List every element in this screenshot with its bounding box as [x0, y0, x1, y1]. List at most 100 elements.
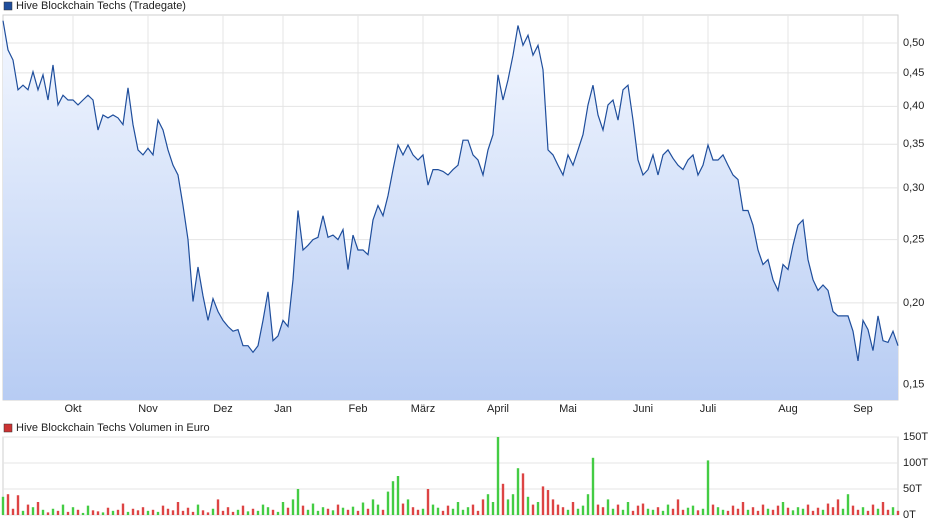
volume-bar	[91, 510, 95, 515]
volume-bar	[306, 509, 310, 515]
area-fill	[3, 20, 898, 400]
volume-bar	[521, 473, 525, 515]
volume-bar	[781, 502, 785, 515]
volume-bar	[856, 509, 860, 515]
volume-bar	[611, 508, 615, 515]
y-tick-label: 0,45	[903, 67, 924, 79]
volume-bar	[451, 508, 455, 515]
volume-bar	[21, 510, 25, 515]
volume-bar	[766, 508, 770, 515]
volume-bar	[366, 508, 370, 515]
volume-bar	[76, 509, 80, 515]
volume-bar	[271, 509, 275, 515]
volume-bar	[581, 505, 585, 515]
volume-bar	[226, 507, 230, 515]
volume-bar	[41, 509, 45, 515]
volume-bar	[176, 502, 180, 515]
volume-bar	[171, 510, 175, 515]
volume-bar	[821, 509, 825, 515]
y-tick-label: 0,40	[903, 100, 924, 112]
volume-bar	[266, 507, 270, 515]
volume-bar	[616, 504, 620, 515]
volume-bar	[371, 499, 375, 515]
volume-bar	[246, 511, 250, 515]
volume-bar	[751, 507, 755, 515]
volume-bar	[711, 504, 715, 515]
volume-bar	[386, 491, 390, 515]
volume-bar	[516, 468, 520, 515]
y-tick-label: 150T	[903, 431, 928, 443]
volume-bar	[186, 507, 190, 515]
volume-bar	[506, 499, 510, 515]
volume-bar	[571, 502, 575, 515]
volume-bar	[721, 509, 725, 515]
volume-bar	[606, 499, 610, 515]
volume-bar	[141, 507, 145, 515]
volume-bar	[26, 504, 30, 515]
volume-bar	[786, 507, 790, 515]
volume-bar	[36, 502, 40, 515]
price-panel: Okt Nov Dez Jan Feb März April Mai Juni Juli Aug Se…	[2, 0, 924, 415]
x-tick-label: Sep	[853, 403, 873, 415]
volume-bar	[661, 510, 665, 515]
volume-bar	[276, 511, 280, 515]
price-line	[2, 20, 899, 361]
volume-bar	[546, 490, 550, 515]
volume-bar	[671, 508, 675, 515]
volume-bar	[71, 507, 75, 515]
volume-panel: 0T 50T 100T 150T Hive Blockchain Techs Volum…	[1, 422, 928, 521]
x-tick-label: März	[411, 403, 435, 415]
volume-bar	[136, 510, 140, 515]
volume-bar	[761, 504, 765, 515]
volume-bar	[436, 507, 440, 515]
volume-bar	[66, 511, 70, 515]
volume-bar	[431, 504, 435, 515]
volume-bar	[86, 505, 90, 515]
volume-bar	[256, 510, 260, 515]
volume-bar	[481, 499, 485, 515]
volume-bar	[56, 510, 60, 515]
volume-bar	[501, 483, 505, 515]
volume-bar	[861, 507, 865, 515]
volume-bar	[31, 507, 35, 515]
volume-bar	[106, 507, 110, 515]
volume-bar	[496, 437, 500, 515]
volume-bar	[396, 476, 400, 515]
volume-bar	[841, 508, 845, 515]
volume-bar	[201, 510, 205, 515]
volume-bar	[426, 489, 430, 515]
volume-bar	[551, 499, 555, 515]
volume-bar	[626, 502, 630, 515]
volume-bar	[356, 510, 360, 515]
volume-bar	[736, 508, 740, 515]
volume-bar	[296, 489, 300, 515]
x-tick-label: Juli	[700, 403, 717, 415]
volume-bar	[446, 505, 450, 515]
volume-bar	[191, 511, 195, 515]
volume-bar	[466, 507, 470, 515]
volume-bar	[421, 508, 425, 515]
volume-bar	[1, 496, 5, 515]
volume-bar	[596, 504, 600, 515]
volume-bar	[706, 460, 710, 515]
volume-bar	[566, 509, 570, 515]
volume-bar	[46, 512, 50, 515]
volume-bar	[686, 507, 690, 515]
volume-bar	[876, 508, 880, 515]
volume-bar	[346, 509, 350, 515]
volume-bar	[831, 507, 835, 515]
volume-bar	[61, 504, 65, 515]
volume-bar	[536, 502, 540, 515]
volume-bar	[526, 496, 530, 515]
volume-bar	[391, 481, 395, 515]
volume-bar	[636, 505, 640, 515]
volume-bar	[351, 506, 355, 515]
volume-bar	[806, 504, 810, 515]
volume-bar	[701, 508, 705, 515]
volume-bar	[121, 503, 125, 515]
volume-bar	[341, 507, 345, 515]
volume-bar	[331, 510, 335, 515]
volume-bar	[206, 512, 210, 515]
volume-bar	[461, 509, 465, 515]
volume-bar	[826, 503, 830, 515]
